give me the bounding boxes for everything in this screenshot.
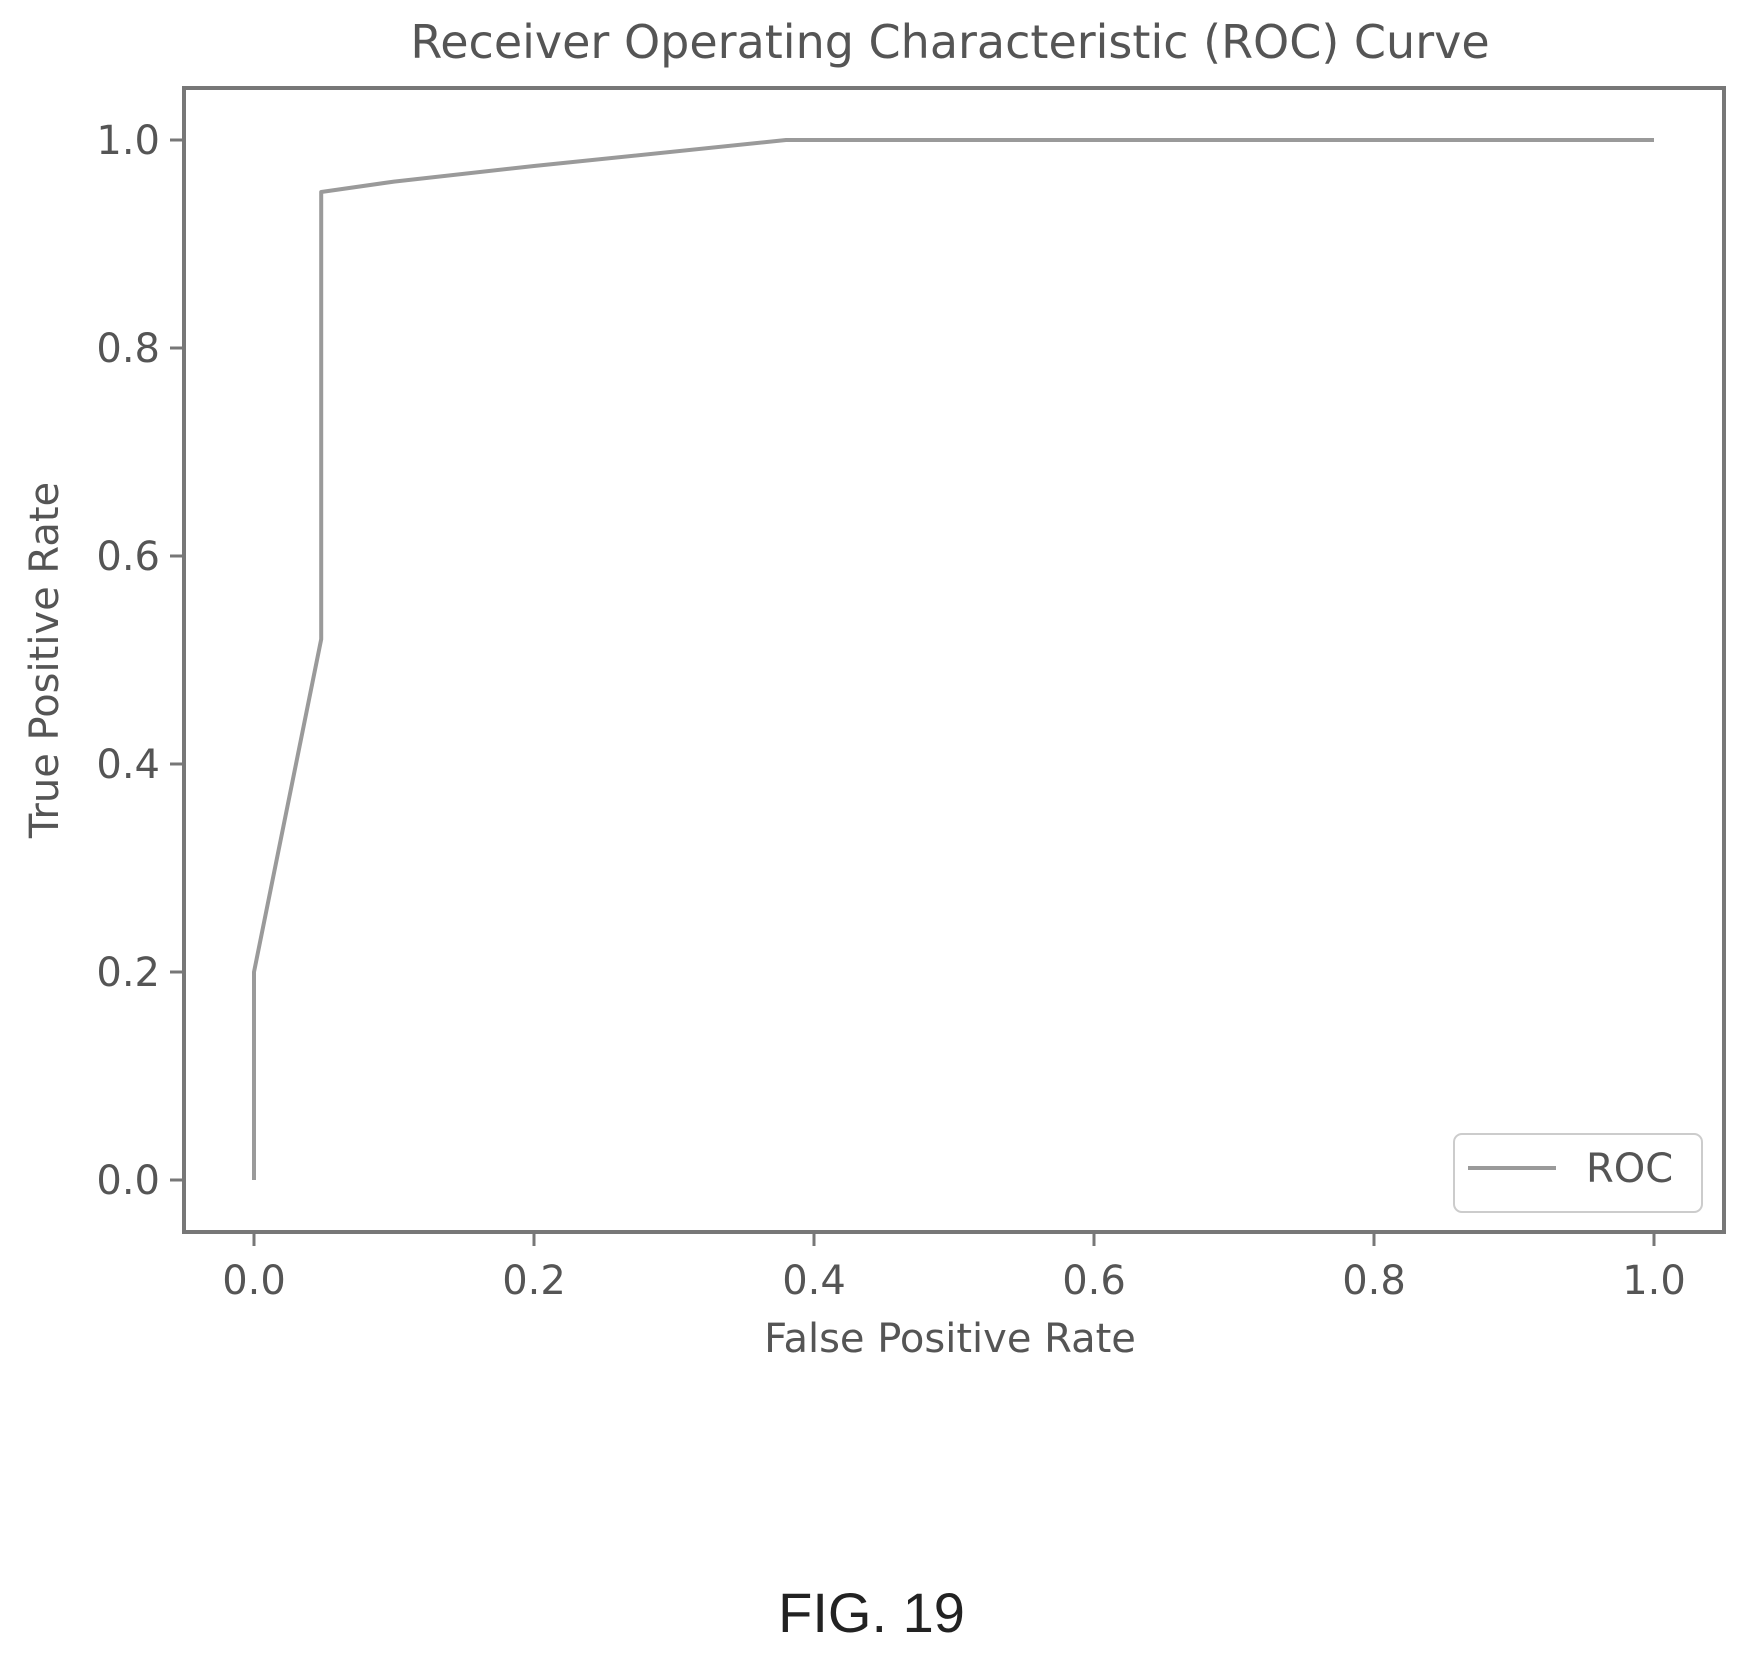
- x-tick-label: 0.4: [782, 1258, 846, 1304]
- x-tick-label: 1.0: [1622, 1258, 1686, 1304]
- x-axis-label: False Positive Rate: [764, 1316, 1136, 1362]
- y-tick-label: 0.8: [96, 326, 160, 372]
- x-axis-ticks: 0.0 0.2 0.4 0.6 0.8 1.0: [222, 1232, 1686, 1304]
- y-tick-label: 0.6: [96, 534, 160, 580]
- legend-label-roc: ROC: [1586, 1146, 1673, 1192]
- y-tick-label: 0.4: [96, 742, 160, 788]
- x-tick-label: 0.8: [1342, 1258, 1406, 1304]
- figure-caption: FIG. 19: [778, 1581, 965, 1644]
- x-tick-label: 0.0: [222, 1258, 286, 1304]
- y-axis-label: True Positive Rate: [22, 482, 68, 839]
- y-tick-label: 1.0: [96, 118, 160, 164]
- y-tick-label: 0.0: [96, 1158, 160, 1204]
- plot-frame: [182, 86, 1726, 1234]
- y-tick-label: 0.2: [96, 950, 160, 996]
- chart-title: Receiver Operating Characteristic (ROC) …: [410, 15, 1489, 69]
- x-tick-label: 0.6: [1062, 1258, 1126, 1304]
- x-tick-label: 0.2: [502, 1258, 566, 1304]
- legend-box: [1453, 1133, 1703, 1213]
- roc-series-line: [252, 138, 1654, 1180]
- legend: ROC: [1453, 1133, 1703, 1213]
- y-axis-ticks: 0.0 0.2 0.4 0.6 0.8 1.0: [96, 118, 184, 1204]
